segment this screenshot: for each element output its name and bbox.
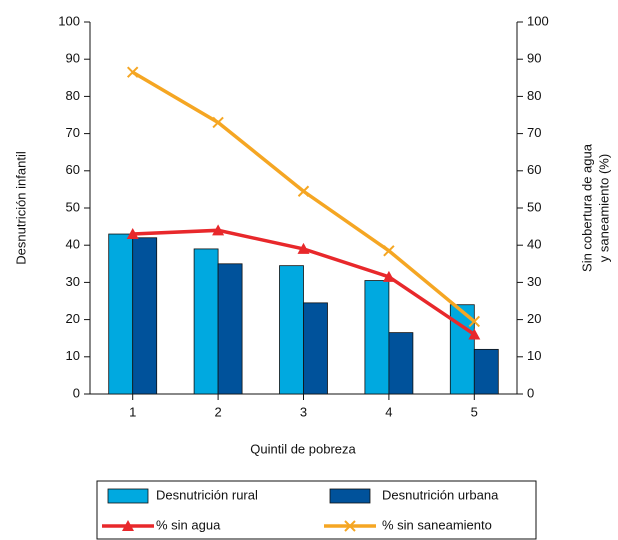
- line-marker: [468, 328, 481, 340]
- legend-marker: [122, 520, 134, 531]
- y2-tick-label: 50: [527, 199, 541, 214]
- line-marker: [383, 245, 395, 257]
- x-tick-label: 1: [129, 404, 136, 419]
- x-axis-label: Quintil de pobreza: [250, 441, 356, 456]
- legend-marker: [344, 520, 356, 532]
- legend-label: % sin agua: [156, 517, 221, 532]
- line-marker: [297, 242, 310, 254]
- line-marker: [382, 270, 395, 282]
- y-tick-label: 60: [66, 162, 80, 177]
- bar: [108, 233, 134, 395]
- line-marker: [126, 66, 139, 78]
- line-marker: [297, 185, 310, 197]
- y-tick-label: 90: [66, 51, 80, 66]
- y-tick-label: 100: [58, 13, 80, 28]
- y2-tick-label: 60: [527, 162, 541, 177]
- y2-tick-label: 20: [527, 311, 541, 326]
- line-marker: [126, 228, 139, 240]
- legend-swatch: [107, 488, 149, 504]
- bar: [388, 332, 414, 395]
- y2-tick-label: 10: [527, 348, 541, 363]
- legend-label: Desnutrición urbana: [382, 487, 499, 502]
- y-tick-label: 10: [66, 348, 80, 363]
- x-tick-label: 4: [385, 404, 392, 419]
- bar: [132, 237, 158, 395]
- x-tick-label: 2: [214, 404, 221, 419]
- legend-swatch: [329, 488, 371, 504]
- y2-tick-label: 40: [527, 237, 541, 252]
- y2-tick-label: 0: [527, 385, 534, 400]
- line-marker: [212, 224, 225, 236]
- y2-tick-label: 100: [527, 13, 549, 28]
- y2-tick-label: 90: [527, 51, 541, 66]
- line-marker: [212, 116, 224, 129]
- y-tick-label: 80: [66, 88, 80, 103]
- y-tick-label: 0: [73, 385, 80, 400]
- y-tick-label: 20: [66, 311, 80, 326]
- y2-tick-label: 80: [527, 88, 541, 103]
- bar: [473, 348, 499, 395]
- y-tick-label: 30: [66, 274, 80, 289]
- y-axis-label: Desnutrición infantil: [13, 151, 28, 265]
- bar: [217, 263, 243, 395]
- y2-axis-label: y saneamiento (%): [596, 154, 611, 262]
- bar: [303, 302, 328, 395]
- x-tick-label: 3: [300, 404, 307, 419]
- y-tick-label: 50: [66, 199, 80, 214]
- legend-label: Desnutrición rural: [156, 487, 258, 502]
- y-tick-label: 40: [66, 237, 80, 252]
- y2-tick-label: 70: [527, 125, 541, 140]
- y2-axis-label: Sin cobertura de agua: [579, 143, 594, 272]
- bar: [193, 248, 219, 395]
- bar: [279, 265, 304, 395]
- legend-label: % sin saneamiento: [382, 517, 492, 532]
- bar: [364, 280, 390, 395]
- x-tick-label: 5: [471, 404, 478, 419]
- legend-box: [96, 480, 537, 540]
- line-marker: [468, 315, 481, 328]
- y2-tick-label: 30: [527, 274, 541, 289]
- y-tick-label: 70: [66, 125, 80, 140]
